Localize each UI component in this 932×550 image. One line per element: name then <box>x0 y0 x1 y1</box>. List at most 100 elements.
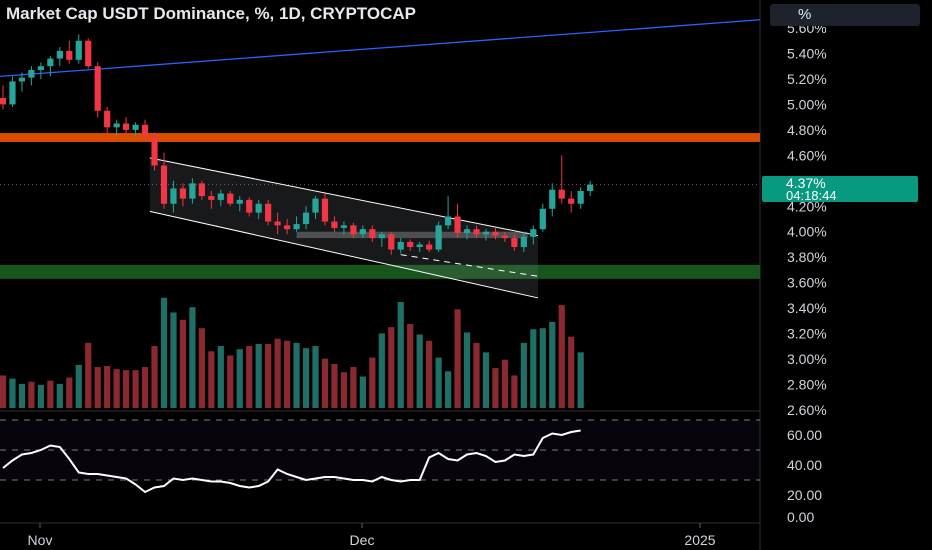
candle-body <box>274 221 281 226</box>
volume-bar <box>104 366 111 408</box>
volume-bar <box>312 346 319 408</box>
volume-bar <box>378 333 385 408</box>
volume-bar <box>577 352 584 408</box>
volume-bar <box>170 312 177 408</box>
candle-body <box>407 241 414 248</box>
price-tick-label: 3.40% <box>787 300 827 316</box>
candle-body <box>397 241 404 250</box>
volume-bar <box>558 305 565 408</box>
volume-bar <box>179 319 187 408</box>
volume-bar <box>284 340 291 408</box>
last-price-badge: 4.37% 04:18:44 <box>762 176 918 202</box>
candle-body <box>331 221 338 228</box>
price-tick-label: 3.80% <box>787 249 827 265</box>
volume-bar <box>539 328 546 408</box>
volume-bar <box>227 355 234 408</box>
candle-body <box>388 234 395 250</box>
candle-body <box>482 231 490 235</box>
volume-bar <box>198 328 205 408</box>
price-tick-label: 4.80% <box>787 122 827 138</box>
candle-body <box>444 216 452 226</box>
volume-bar <box>369 357 376 408</box>
volume-bar <box>141 367 149 408</box>
price-tick-label: 5.20% <box>787 71 827 87</box>
rsi-tick-label: 60.00 <box>787 427 822 443</box>
candle-body <box>151 136 158 166</box>
candle-body <box>28 70 35 78</box>
candle-body <box>539 208 546 230</box>
candle-body <box>549 189 556 209</box>
volume-bar <box>56 383 63 408</box>
candle-body <box>246 199 253 213</box>
candle-body <box>501 235 509 239</box>
time-axis[interactable]: Nov Dec 2025 <box>28 523 716 548</box>
volume-bar <box>66 377 73 408</box>
channel-upper-line <box>149 157 539 237</box>
volume-bar <box>302 348 310 408</box>
candle-body <box>104 110 111 128</box>
volume-bar <box>246 346 253 408</box>
price-zones <box>0 19 761 279</box>
volume-bar <box>123 370 130 408</box>
candle-body <box>75 40 82 60</box>
volume-bar <box>265 343 272 408</box>
candle-body <box>558 189 565 199</box>
support-zone <box>0 264 760 279</box>
bar-countdown: 04:18:44 <box>786 188 837 203</box>
volume-bar <box>113 369 120 408</box>
candle-body <box>227 193 234 204</box>
candle-body <box>416 244 423 248</box>
volume-bar <box>151 346 158 408</box>
rsi-axis[interactable]: 60.00 40.00 20.00 0.00 <box>787 427 822 525</box>
time-tick-label: 2025 <box>684 532 715 548</box>
volume-bar <box>85 342 92 408</box>
candle-body <box>340 225 348 228</box>
price-tick-label: 3.20% <box>787 326 827 342</box>
volume-bar <box>18 383 26 408</box>
volume-bar <box>549 321 556 408</box>
price-axis[interactable]: 5.60%5.40%5.20%5.00%4.80%4.60%4.40%4.20%… <box>787 20 827 418</box>
candle-body <box>284 225 291 230</box>
volume-bar <box>94 367 101 408</box>
volume-bar <box>321 358 329 408</box>
candle-body <box>511 238 518 248</box>
price-tick-label: 3.00% <box>787 351 827 367</box>
price-tick-label: 2.60% <box>787 402 827 418</box>
volume-bar <box>463 332 471 408</box>
candle-body <box>293 224 300 230</box>
consolidation-box <box>296 231 528 239</box>
price-tick-label: 4.00% <box>787 224 827 240</box>
candle-body <box>530 229 537 237</box>
volume-bar <box>274 338 281 408</box>
volume-bar <box>426 340 433 408</box>
candle-body <box>18 77 26 82</box>
volume-bar <box>255 343 262 408</box>
unit-button[interactable]: % <box>770 4 920 26</box>
candle-body <box>217 193 224 200</box>
last-price-value: 4.37% <box>786 175 826 191</box>
candle-body <box>236 199 243 204</box>
volume-bar <box>0 375 7 408</box>
candle-body <box>302 212 310 225</box>
candle-body <box>9 81 16 105</box>
volume-bar <box>407 324 414 408</box>
candle-body <box>132 124 139 130</box>
candle-body <box>426 244 433 250</box>
candle-body <box>94 66 101 111</box>
volume-bar <box>28 381 35 408</box>
candle-body <box>520 236 527 248</box>
candle-body <box>378 234 385 239</box>
volume-bar <box>397 301 404 408</box>
candle-body <box>85 40 92 67</box>
volume-bar <box>160 297 168 408</box>
volume-bar <box>132 370 139 408</box>
price-tick-label: 3.60% <box>787 275 827 291</box>
volume-bars <box>0 297 584 408</box>
volume-bar <box>416 334 423 408</box>
candle-body <box>47 58 54 67</box>
candle-body <box>587 184 594 191</box>
candle-body <box>123 123 130 130</box>
volume-bar <box>435 357 442 408</box>
candle-body <box>255 203 262 213</box>
